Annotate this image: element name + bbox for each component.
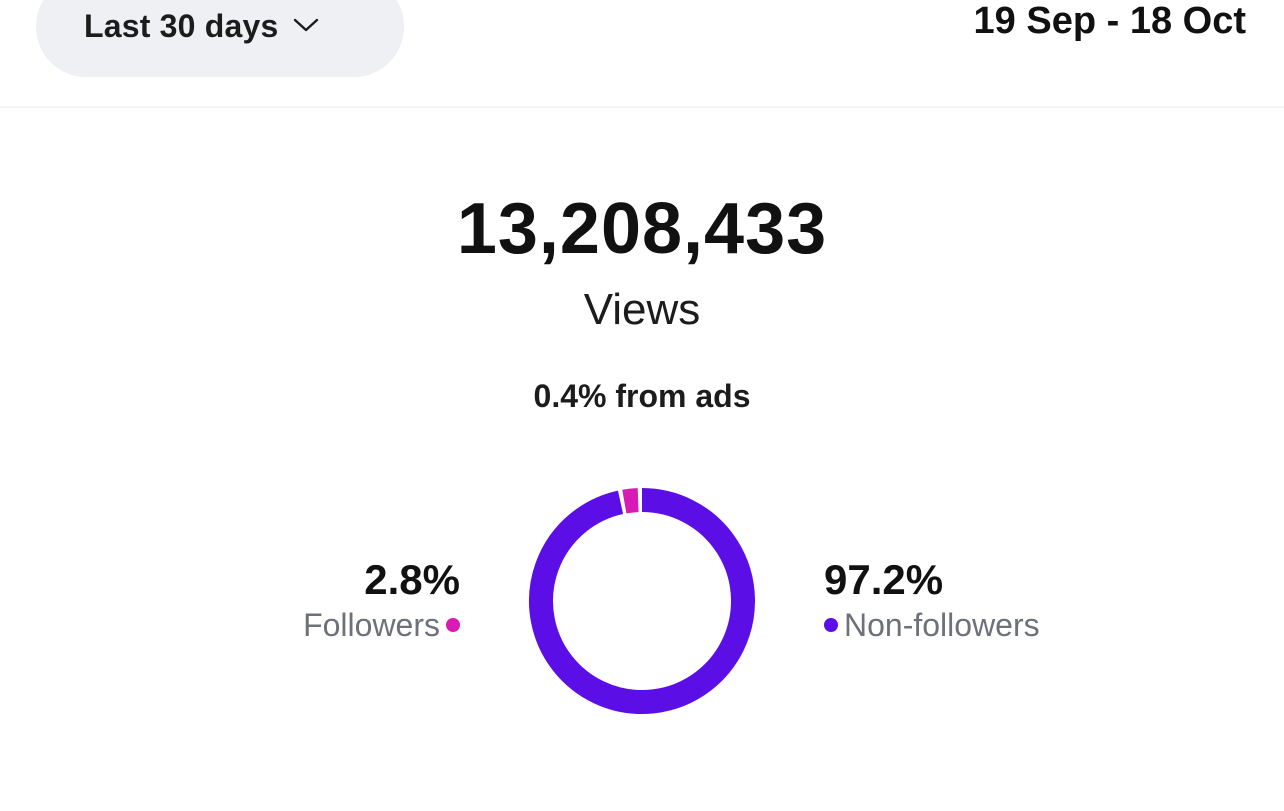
followers-legend-row: Followers	[240, 604, 460, 646]
date-range-text: 19 Sep - 18 Oct	[973, 0, 1246, 42]
donut-slice-followers	[622, 488, 639, 514]
chevron-down-icon	[293, 18, 319, 31]
audience-donut-chart	[529, 488, 755, 714]
non-followers-color-dot	[824, 617, 838, 632]
followers-color-dot	[446, 617, 460, 632]
followers-percent: 2.8%	[364, 556, 460, 603]
total-views-count: 13,208,433	[456, 189, 828, 269]
ads-percentage-note: 0.4% from ads	[533, 378, 751, 414]
non-followers-percent: 97.2%	[824, 556, 944, 603]
followers-label: Followers	[303, 607, 440, 643]
non-followers-label: Non-followers	[844, 607, 1040, 643]
date-range-dropdown[interactable]: Last 30 days	[36, 0, 404, 77]
views-label: Views	[583, 285, 701, 334]
followers-legend: 2.8% Followers	[240, 556, 460, 646]
non-followers-legend: 97.2% Non-followers	[824, 556, 1124, 646]
donut-slice-non-followers	[529, 488, 755, 714]
date-range-dropdown-label: Last 30 days	[84, 8, 279, 44]
header-divider	[0, 106, 1284, 108]
non-followers-legend-row: Non-followers	[824, 604, 1124, 646]
